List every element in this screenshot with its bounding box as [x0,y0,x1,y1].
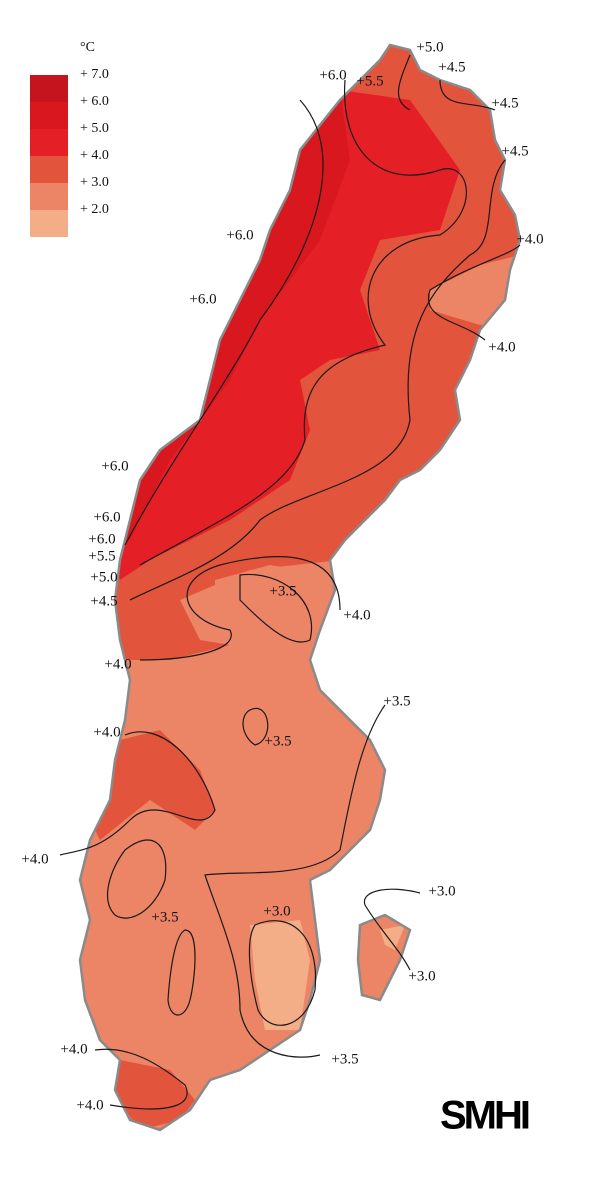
isoline [59,731,216,856]
legend-swatch [30,156,68,183]
legend-label: + 5.0 [80,121,109,136]
isoline [167,929,196,1016]
isoline-label: +3.0 [263,903,290,919]
isoline-label: +3.5 [151,909,178,925]
legend-swatch [30,129,68,156]
isoline-label: +3.5 [331,1051,358,1067]
isoline-label: +4.0 [93,724,120,740]
legend: + 7.0 + 6.0 + 5.0 + 4.0 + 3.0 + 2.0 [30,67,109,237]
isoline-label: +4.0 [60,1041,87,1057]
legend-label: + 3.0 [80,175,109,190]
isoline-label: +4.0 [76,1097,103,1113]
isolines [59,54,521,1110]
isoline [427,244,521,341]
zone [110,1060,195,1130]
isoline [239,573,313,643]
legend-swatch [30,183,68,210]
isoline [363,888,421,971]
legend-label: + 4.0 [80,148,109,163]
isoline [248,920,317,1026]
isoline-label: +3.5 [264,733,291,749]
isoline-label: +3.5 [269,583,296,599]
isoline-label: +6.0 [319,67,346,83]
isoline-label: +6.0 [226,227,253,243]
isoline [106,839,167,919]
isoline-label: +4.5 [90,593,117,609]
isoline-label: +5.5 [356,73,383,89]
isoline [139,79,467,566]
isoline [204,704,386,1058]
isoline-label: +4.0 [343,607,370,623]
isoline-label: +3.0 [408,968,435,984]
isoline-label: +4.5 [501,143,528,159]
zone [215,565,330,645]
legend-swatch [30,210,68,237]
isoline-label: +3.5 [383,693,410,709]
legend-swatch [30,102,68,129]
isoline [242,707,269,746]
legend-label: + 7.0 [80,67,109,82]
isoline-label: +6.0 [93,509,120,525]
isoline-labels: +5.0+4.5+6.0 +5.5+4.5+4.5+6.0 +4.0+6.0+4.0… [21,39,543,1113]
zone [100,90,460,580]
isoline-label: +4.0 [21,851,48,867]
isoline-label: +5.0 [90,569,117,585]
isoline [129,79,506,601]
logo: SMHI [440,1094,529,1138]
isoline-label: +4.0 [516,231,543,247]
isoline [397,54,411,111]
isoline-label: +5.0 [416,39,443,55]
isoline-label: +3.0 [428,883,455,899]
zone [250,920,405,1030]
legend-label: + 2.0 [80,202,109,217]
isoline [139,556,341,661]
isoline-label: +6.0 [189,291,216,307]
isoline-label: +4.0 [488,339,515,355]
isoline-label: +4.0 [104,656,131,672]
isoline-label: +4.5 [438,59,465,75]
isoline [94,1048,188,1110]
legend-label: + 6.0 [80,94,109,109]
isoline-label: +4.5 [491,95,518,111]
isoline-label: +5.5 [88,548,115,564]
legend-title: °C [80,40,95,55]
isoline [124,99,324,546]
isoline-label: +6.0 [101,458,128,474]
legend-swatch [30,75,68,102]
isoline-label: +6.0 [88,531,115,547]
